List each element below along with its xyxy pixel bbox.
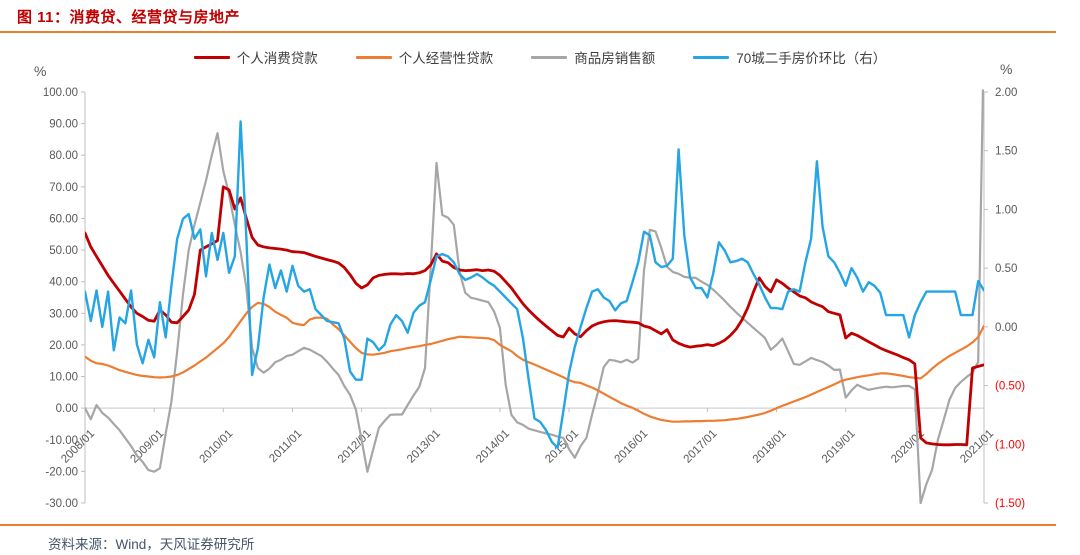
x-axis-tick-label: 2016/01 (612, 428, 650, 466)
left-axis-tick-label: 40.00 (49, 277, 78, 289)
right-axis-tick-label: (0.50) (995, 381, 1025, 393)
left-axis-unit: % (34, 63, 47, 79)
x-axis-tick-label: 2018/01 (751, 428, 789, 466)
x-axis-tick-label: 2013/01 (405, 428, 443, 466)
legend-line-swatch (531, 55, 568, 59)
figure-title: 图 11：消费贷、经营贷与房地产 (17, 9, 241, 26)
top-orange-rule (0, 31, 1056, 33)
legend-label: 个人消费贷款 (236, 51, 318, 66)
source-note: 资料来源：Wind，天风证券研究所 (48, 537, 255, 552)
left-axis-tick-label: 10.00 (49, 372, 78, 384)
x-axis-tick-label: 2014/01 (474, 428, 512, 466)
left-axis-tick-label: 0.00 (56, 403, 78, 415)
series-lines (85, 89, 984, 505)
chart-legend: 个人消费贷款 个人经营性贷款 商品房销售额 70城二手房价环比（右） (0, 47, 1080, 67)
series-line-1 (85, 301, 984, 423)
right-axis-tick-label: 0.50 (995, 263, 1017, 275)
right-axis-tick-label: (1.00) (995, 439, 1025, 451)
legend-item-consumer-loan: 个人消费贷款 (193, 47, 318, 67)
legend-item-housing-sales: 商品房销售额 (531, 47, 655, 67)
bottom-orange-rule (0, 524, 1056, 526)
left-axis-tick-label: 80.00 (49, 150, 78, 162)
x-axis-tick-label: 2019/01 (820, 428, 858, 466)
legend-line-swatch (355, 55, 392, 59)
left-axis-tick-label: 100.00 (43, 87, 78, 99)
x-axis-tick-label: 2012/01 (336, 428, 374, 466)
left-axis-tick-label: 90.00 (49, 119, 78, 131)
left-axis-tick-label: -20.00 (45, 466, 78, 478)
right-axis-tick-label: (1.50) (995, 498, 1025, 510)
x-axis-tick-label: 2021/01 (958, 428, 996, 466)
x-axis-tick-label: 2011/01 (267, 428, 304, 465)
right-axis-tick-label: 1.50 (995, 146, 1017, 158)
right-axis: 2.00 1.50 1.00 0.50 0.00 (0.50) (1.00) (1.50) (983, 87, 1025, 510)
left-axis-tick-label: 70.00 (49, 182, 78, 194)
legend-line-swatch (693, 55, 730, 59)
legend-item-70city-price: 70城二手房价环比（右） (693, 47, 886, 67)
left-axis: 100.00 90.00 80.00 70.00 60.00 50.00 40.00 30.0… (43, 87, 86, 510)
left-axis-tick-label: -30.00 (45, 498, 78, 510)
series-line-2 (85, 89, 984, 505)
legend-label: 个人经营性贷款 (398, 51, 494, 66)
x-axis-tick-label: 2017/01 (682, 428, 720, 466)
x-axis-tick-label: 2010/01 (198, 428, 236, 466)
legend-item-business-loan: 个人经营性贷款 (355, 47, 494, 67)
right-axis-unit: % (1000, 61, 1013, 77)
left-axis-tick-label: -10.00 (45, 435, 78, 447)
x-axis: 2008/01 2009/01 2010/01 2011/01 2012/01 2013/… (59, 408, 996, 466)
left-axis-tick-label: 60.00 (49, 213, 78, 225)
left-axis-tick-label: 30.00 (49, 308, 78, 320)
right-axis-tick-label: 2.00 (995, 87, 1017, 99)
legend-label: 70城二手房价环比（右） (736, 51, 887, 66)
left-axis-tick-label: 20.00 (49, 340, 78, 352)
series-line-0 (85, 185, 984, 447)
legend-line-swatch (193, 55, 230, 59)
legend-label: 商品房销售额 (574, 51, 656, 66)
series-line-3 (85, 120, 984, 449)
right-axis-tick-label: 0.00 (995, 322, 1017, 334)
left-axis-tick-label: 50.00 (49, 245, 78, 257)
right-axis-tick-label: 1.00 (995, 204, 1017, 216)
